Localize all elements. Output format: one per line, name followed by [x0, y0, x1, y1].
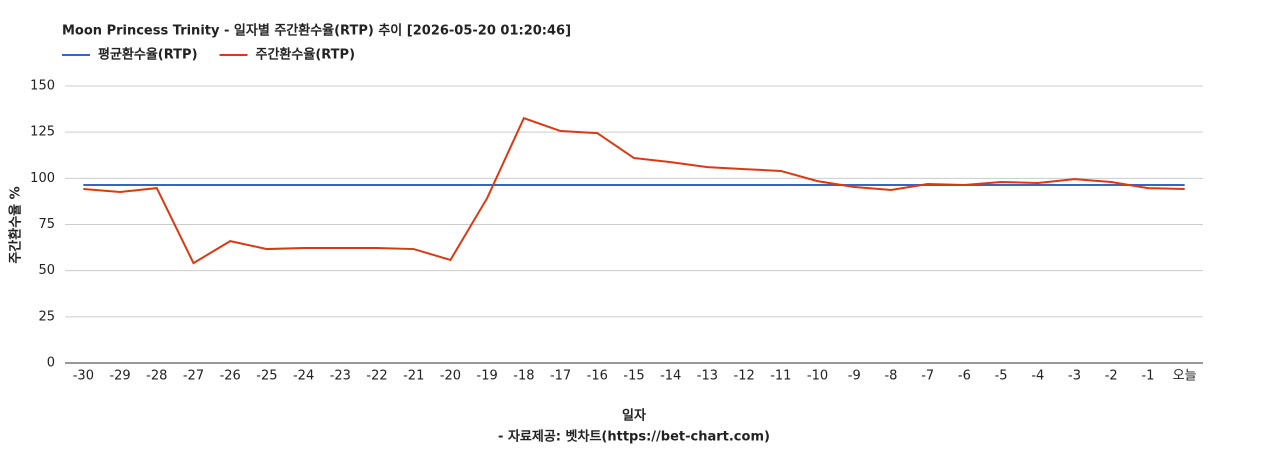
x-tick-label: -5: [995, 369, 1008, 384]
x-tick-label: -6: [958, 369, 971, 384]
x-tick-label: -7: [921, 369, 934, 384]
y-tick-label: 125: [30, 125, 55, 140]
x-tick-label: -28: [146, 369, 167, 384]
x-tick-label: -22: [366, 369, 387, 384]
legend-label: 평균환수율(RTP): [98, 47, 198, 63]
y-axis-label: 주간환수율 %: [8, 186, 24, 263]
y-tick-label: 100: [30, 171, 55, 186]
x-tick-label: -18: [513, 369, 534, 384]
x-tick-label: -10: [807, 369, 828, 384]
x-tick-label: -12: [734, 369, 755, 384]
x-tick-label: -11: [770, 369, 791, 384]
y-tick-label: 25: [38, 309, 55, 324]
x-tick-label: -30: [73, 369, 94, 384]
x-tick-label: -4: [1031, 369, 1044, 384]
x-tick-label: -25: [256, 369, 277, 384]
x-tick-label: -26: [220, 369, 241, 384]
x-tick-label: -1: [1141, 369, 1154, 384]
x-tick-label: -23: [330, 369, 351, 384]
x-tick-label: -17: [550, 369, 571, 384]
x-tick-label: -3: [1068, 369, 1081, 384]
x-tick-label: -20: [440, 369, 461, 384]
legend-label: 주간환수율(RTP): [256, 47, 356, 63]
x-tick-label: -9: [848, 369, 861, 384]
x-tick-label: -16: [587, 369, 608, 384]
x-tick-label: -15: [623, 369, 644, 384]
y-tick-label: 50: [38, 263, 55, 278]
x-tick-label: -2: [1105, 369, 1118, 384]
x-tick-label: -21: [403, 369, 424, 384]
y-tick-label: 75: [38, 217, 55, 232]
source-note: - 자료제공: 벳차트(https://bet-chart.com): [498, 429, 770, 445]
x-tick-label: -29: [109, 369, 130, 384]
data-line: [83, 116, 1185, 265]
x-tick-label: -13: [697, 369, 718, 384]
chart-title: Moon Princess Trinity - 일자별 주간환수율(RTP) 추…: [62, 23, 571, 39]
x-tick-label: -24: [293, 369, 314, 384]
y-tick-label: 150: [30, 79, 55, 94]
x-tick-label: -14: [660, 369, 681, 384]
x-tick-label: -19: [477, 369, 498, 384]
x-tick-label: -8: [884, 369, 897, 384]
x-tick-label: -27: [183, 369, 204, 384]
x-tick-label: 오늘: [1173, 369, 1197, 384]
x-axis-label: 일자: [622, 409, 646, 424]
y-tick-label: 0: [47, 356, 55, 371]
